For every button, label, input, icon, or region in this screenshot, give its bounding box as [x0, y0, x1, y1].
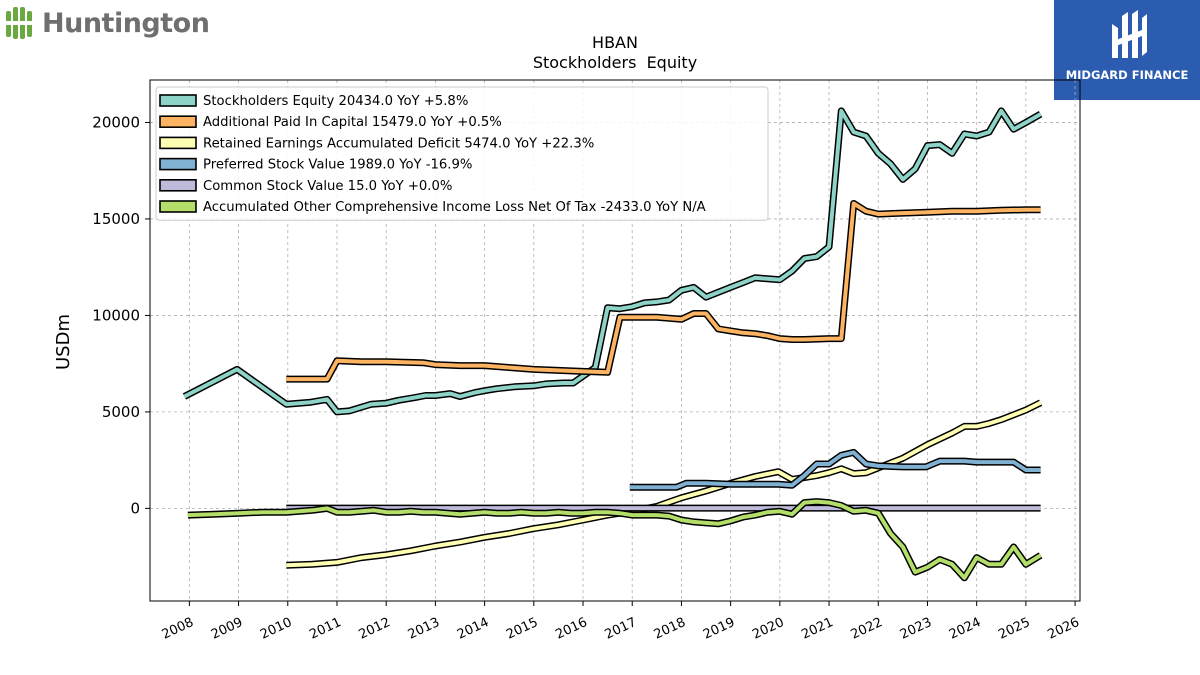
midgard-emblem-icon	[1112, 10, 1147, 58]
x-tick-label: 2014	[455, 615, 491, 643]
x-tick-label: 2012	[357, 615, 393, 643]
x-tick-label: 2021	[799, 615, 835, 643]
x-tick-label: 2013	[406, 615, 442, 643]
series-line	[286, 400, 1042, 568]
x-tick-label: 2022	[849, 615, 885, 643]
legend-box	[155, 86, 769, 221]
x-tick-label: 2020	[750, 615, 786, 643]
series-line	[286, 201, 1041, 382]
legend-entry: Common Stock Value 15.0 YoY +0.0%	[203, 179, 452, 194]
x-tick-label: 2016	[553, 615, 589, 643]
x-tick-label: 2019	[701, 615, 737, 643]
legend-swatch	[159, 94, 197, 107]
legend-entry: Stockholders Equity 20434.0 YoY +5.8%	[203, 94, 468, 109]
legend-entry: Accumulated Other Comprehensive Income L…	[203, 200, 706, 215]
legend: Stockholders Equity 20434.0 YoY +5.8% Add…	[155, 86, 769, 221]
y-tick-label: 0	[130, 499, 140, 517]
series-line	[629, 450, 1041, 490]
midgard-name: MIDGARD FINANCE	[1065, 68, 1189, 82]
x-tick-label: 2011	[307, 615, 343, 643]
y-axis-label: USDm	[53, 314, 74, 370]
huntington-logo: Huntington	[4, 4, 210, 42]
plot-frame	[149, 79, 1081, 602]
x-tick-label: 2015	[504, 615, 540, 643]
y-tick-label: 10000	[92, 306, 140, 324]
midgard-finance-logo: MIDGARD FINANCE	[1054, 0, 1200, 100]
legend-swatch	[159, 157, 197, 171]
x-tick-label: 2017	[603, 615, 639, 643]
legend-swatch	[159, 115, 197, 128]
x-tick-label: 2009	[209, 615, 245, 643]
huntington-leaf-icon	[6, 7, 32, 39]
legend-swatch	[159, 136, 197, 150]
brand-name: Huntington	[42, 7, 210, 39]
series-line	[187, 499, 1042, 580]
legend-entry: Additional Paid In Capital 15479.0 YoY +…	[203, 115, 502, 130]
y-tick-label: 20000	[92, 113, 140, 131]
x-tick-label: 2025	[996, 615, 1032, 643]
legend-swatch	[159, 179, 197, 192]
series-line	[183, 108, 1042, 414]
x-tick-label: 2026	[1045, 615, 1081, 643]
y-tick-label: 15000	[92, 210, 140, 228]
x-tick-label: 2024	[947, 615, 983, 643]
series-lines	[182, 107, 1043, 582]
x-tick-label: 2023	[898, 615, 934, 643]
legend-entry: Retained Earnings Accumulated Deficit 54…	[203, 136, 594, 151]
legend-entry: Preferred Stock Value 1989.0 YoY -16.9%	[203, 158, 472, 173]
legend-swatch	[159, 200, 197, 213]
y-tick-label: 5000	[102, 403, 140, 421]
x-tick-label: 2008	[160, 615, 196, 643]
chart-title: HBAN	[592, 33, 638, 52]
x-tick-label: 2010	[258, 615, 294, 643]
x-tick-label: 2018	[652, 615, 688, 643]
chart-subtitle: Stockholders Equity	[533, 53, 697, 72]
